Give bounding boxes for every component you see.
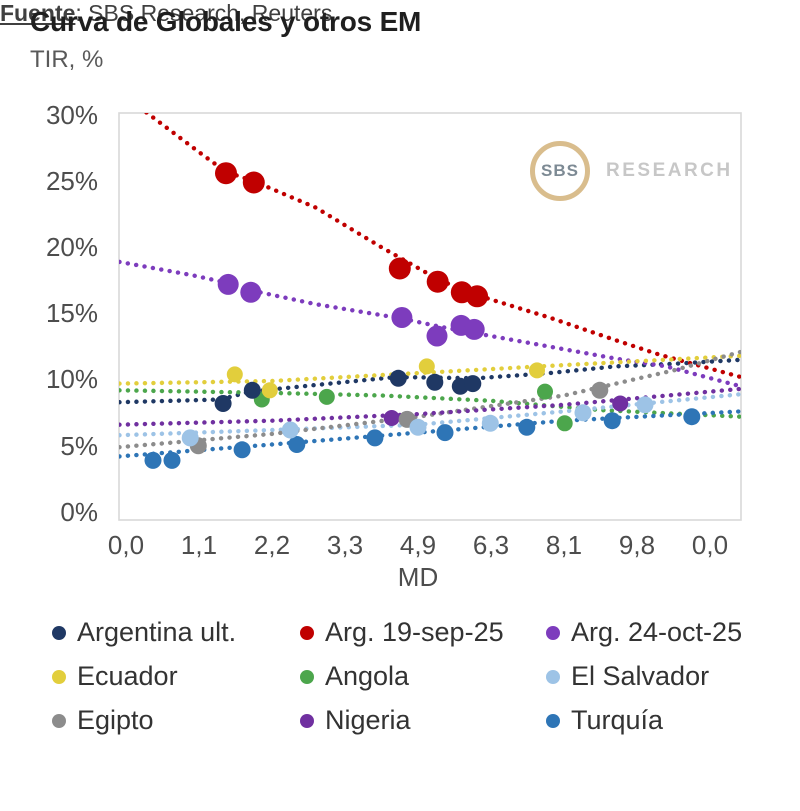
- source-note: Fuente: SBS Research, Reuters: [0, 0, 800, 27]
- source-label: Fuente: [0, 0, 76, 26]
- y-tick-label: 10%: [45, 364, 98, 394]
- legend-marker-icon: [52, 625, 66, 640]
- y-tick-label: 15%: [45, 298, 98, 328]
- legend-item: Argentina ult.: [52, 612, 300, 653]
- legend-marker-icon: [300, 669, 314, 684]
- legend-item: Angola: [300, 656, 546, 697]
- x-tick-label: 0,0: [691, 530, 729, 560]
- legend-item: Nigeria: [300, 700, 546, 741]
- legend-label: Arg. 19-sep-25: [325, 617, 504, 647]
- x-tick-label: 6,3: [472, 530, 510, 560]
- x-tick-label: 3,3: [326, 530, 364, 560]
- legend-marker-icon: [300, 625, 314, 640]
- legend-label: Turquía: [571, 705, 664, 735]
- legend-label: Egipto: [77, 705, 154, 735]
- chart-title: Curva de Globales y otros EM: [30, 6, 422, 37]
- legend-label: Nigeria: [325, 705, 411, 735]
- x-axis-label: MD: [397, 562, 439, 592]
- legend-item: Arg. 19-sep-25: [300, 612, 546, 653]
- legend-item: El Salvador: [546, 656, 760, 697]
- legend-label: Argentina ult.: [77, 617, 237, 647]
- legend-marker-icon: [300, 713, 314, 728]
- legend-label: Ecuador: [77, 661, 178, 691]
- source-text: : SBS Research, Reuters: [75, 0, 333, 26]
- legend-item: Egipto: [52, 700, 300, 741]
- y-axis-label: TIR, %: [30, 46, 104, 73]
- sbs-research-wordmark: RESEARCH: [606, 160, 733, 181]
- legend-marker-icon: [52, 713, 66, 728]
- legend-marker-icon: [546, 625, 560, 640]
- legend-marker-icon: [546, 669, 560, 684]
- sbs-logo-circle: SBS: [530, 141, 590, 201]
- y-tick-label: 0%: [60, 497, 98, 527]
- y-tick-label: 30%: [45, 100, 98, 130]
- legend-item: Arg. 24-oct-25: [546, 612, 760, 653]
- legend-marker-icon: [52, 669, 66, 684]
- legend-item: Turquía: [546, 700, 760, 741]
- legend-label: Arg. 24-oct-25: [571, 617, 743, 647]
- x-tick-label: 2,2: [253, 530, 291, 560]
- legend-marker-icon: [546, 713, 560, 728]
- y-tick-label: 20%: [45, 232, 98, 262]
- legend-label: El Salvador: [571, 661, 710, 691]
- sbs-logo-text: SBS: [541, 161, 579, 180]
- x-tick-label: 4,9: [399, 530, 437, 560]
- x-tick-label: 1,1: [180, 530, 218, 560]
- legend-item: Ecuador: [52, 656, 300, 697]
- chart-legend: Argentina ult. Arg. 19-sep-25 Arg. 24-oc…: [52, 612, 768, 741]
- y-tick-label: 5%: [60, 431, 98, 461]
- legend-label: Angola: [325, 661, 410, 691]
- y-tick-label: 25%: [45, 166, 98, 196]
- x-tick-label: 9,8: [618, 530, 656, 560]
- x-tick-label: 8,1: [545, 530, 583, 560]
- x-tick-label: 0,0: [107, 530, 145, 560]
